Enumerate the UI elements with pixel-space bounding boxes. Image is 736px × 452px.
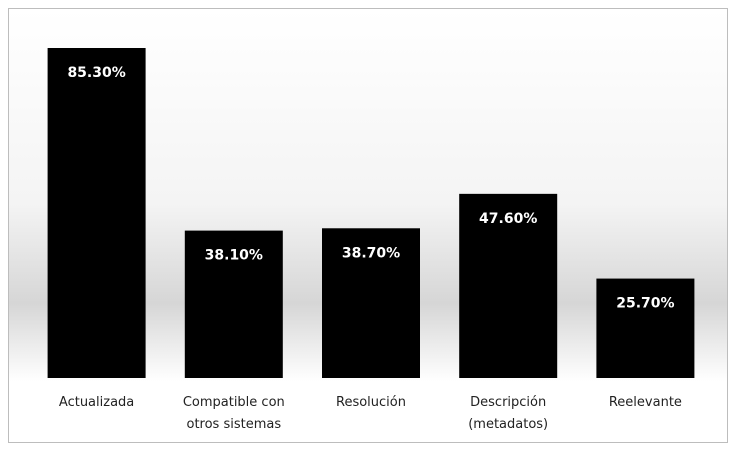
category-label: Actualizada (58, 395, 135, 410)
value-label: 25.70% (616, 296, 674, 312)
bar (47, 48, 146, 378)
value-label: 38.10% (205, 248, 263, 264)
bar (184, 230, 283, 378)
value-label: 47.60% (479, 211, 537, 227)
category-label: Reelevante (608, 395, 682, 410)
category-label: Compatible con otros sistemas (182, 395, 285, 432)
bar (322, 228, 420, 378)
category-label: Resolución (336, 395, 406, 410)
value-label: 85.30% (67, 65, 125, 81)
category-label: Descripción (metadatos) (468, 395, 549, 432)
bar (459, 193, 558, 378)
value-label: 38.70% (342, 245, 400, 261)
bar (596, 278, 695, 378)
